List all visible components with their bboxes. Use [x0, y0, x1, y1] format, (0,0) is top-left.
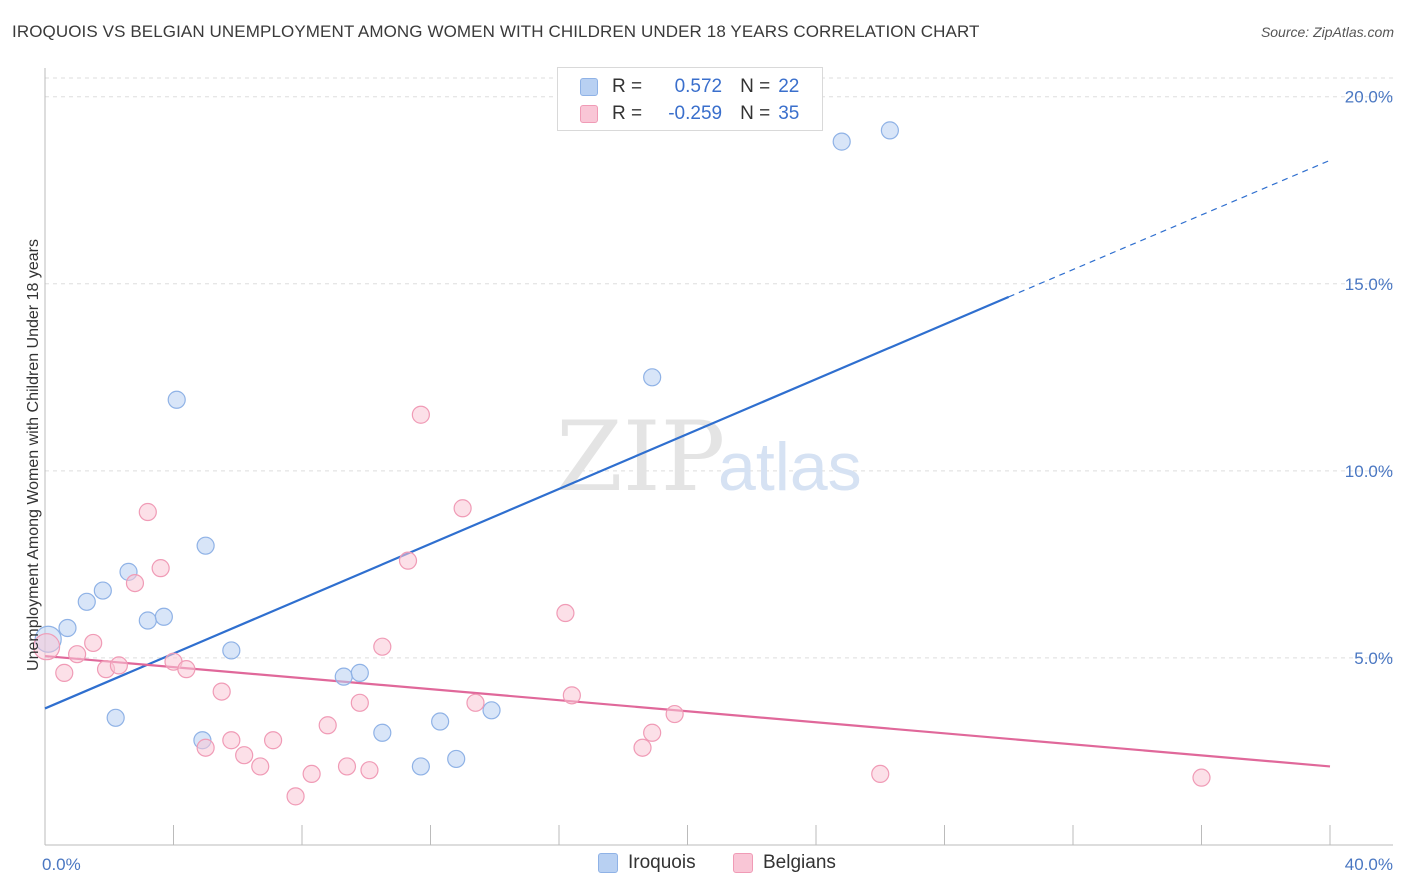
y-tick-label: 10.0% [1345, 462, 1393, 481]
iroquois-point [482, 701, 501, 720]
belgians-label: Belgians [763, 852, 836, 873]
belgians-point [871, 764, 890, 784]
r-value: 0.572 [674, 76, 723, 97]
belgians-trend-line [44, 654, 1331, 768]
watermark-zip: ZIP [556, 401, 725, 513]
belgians-point [360, 761, 379, 780]
belgians-point [33, 633, 61, 661]
belgians-point [138, 502, 157, 522]
belgians-point [633, 738, 652, 757]
belgians-point [263, 731, 283, 750]
y-tick-label: 15.0% [1345, 275, 1393, 294]
iroquois-point [334, 667, 353, 686]
belgians-point [196, 738, 215, 757]
belgians-point [643, 723, 662, 742]
iroquois-trend-line [44, 295, 1010, 710]
belgians-point [68, 645, 87, 664]
bottom-legend-belgians: Belgians [733, 852, 836, 874]
iroquois-point [832, 132, 851, 151]
r-label: R = [612, 76, 643, 97]
belgians-point [411, 405, 430, 424]
iroquois-point [154, 607, 173, 626]
belgians-point [177, 660, 196, 679]
r-value: -0.259 [668, 103, 723, 124]
iroquois-point [138, 611, 157, 630]
legend-row-iroquois: R = 0.572 N = 22 [580, 74, 799, 100]
watermark: ZIP atlas [556, 401, 862, 513]
iroquois-trend-extension [1008, 159, 1331, 298]
belgians-point [212, 682, 231, 701]
x-tick-label: 40.0% [1345, 855, 1393, 874]
iroquois-point [196, 536, 215, 555]
iroquois-point [447, 749, 466, 769]
chart-title: IROQUOIS VS BELGIAN UNEMPLOYMENT AMONG W… [12, 22, 980, 41]
iroquois-point [222, 641, 241, 660]
belgians-point [235, 746, 254, 765]
n-label: N = [740, 103, 771, 124]
trend-lines [44, 159, 1331, 768]
belgians-point [1192, 768, 1211, 787]
belgians-point [222, 731, 241, 750]
belgians-point [562, 686, 581, 705]
n-value: 35 [778, 103, 800, 124]
tick-labels: 5.0% 10.0% 15.0% 20.0% 0.0% 40.0% [42, 88, 1393, 874]
iroquois-point [643, 368, 662, 387]
belgians-point [466, 693, 485, 712]
y-tick-label: 5.0% [1354, 649, 1393, 668]
belgians-point [318, 716, 337, 735]
data-points [33, 121, 1211, 806]
iroquois-swatch [598, 853, 618, 873]
correlation-legend: R = 0.572 N = 22 R = -0.259 N = 35 [557, 67, 823, 131]
watermark-atlas: atlas [718, 429, 862, 505]
iroquois-point [58, 618, 77, 638]
iroquois-swatch [580, 78, 598, 96]
bottom-legend-iroquois: Iroquois [598, 852, 696, 874]
iroquois-point [431, 712, 450, 731]
belgians-point [286, 787, 305, 806]
n-value: 22 [778, 76, 800, 97]
iroquois-point [77, 592, 96, 611]
belgians-point [398, 551, 418, 570]
n-label: N = [740, 76, 771, 97]
belgians-point [125, 573, 145, 593]
belgians-point [350, 693, 369, 712]
belgians-point [302, 764, 321, 784]
belgians-point [337, 757, 357, 776]
y-tick-label: 20.0% [1345, 88, 1393, 107]
iroquois-point [106, 708, 125, 727]
legend-row-belgians: R = -0.259 N = 35 [580, 101, 799, 127]
belgians-point [556, 603, 575, 623]
iroquois-point [411, 757, 430, 776]
belgians-swatch [580, 105, 598, 123]
belgians-point [151, 559, 170, 578]
iroquois-point [373, 723, 392, 742]
axes [44, 68, 1393, 846]
belgians-point [453, 499, 472, 518]
iroquois-label: Iroquois [628, 852, 696, 873]
x-tick-label: 0.0% [42, 855, 81, 874]
source-credit: Source: ZipAtlas.com [1260, 24, 1394, 40]
belgians-point [373, 637, 392, 656]
belgians-point [109, 656, 128, 675]
belgians-point [665, 704, 684, 724]
y-axis-label: Unemployment Among Women with Children U… [25, 239, 42, 671]
iroquois-point [93, 581, 112, 600]
r-label: R = [612, 103, 643, 124]
iroquois-point [350, 663, 369, 682]
iroquois-point [880, 121, 899, 140]
belgians-swatch [733, 853, 753, 873]
iroquois-point [167, 390, 186, 409]
belgians-point [84, 633, 103, 653]
belgians-point [251, 757, 270, 776]
grid-lines [45, 77, 1393, 659]
belgians-point [55, 663, 74, 682]
